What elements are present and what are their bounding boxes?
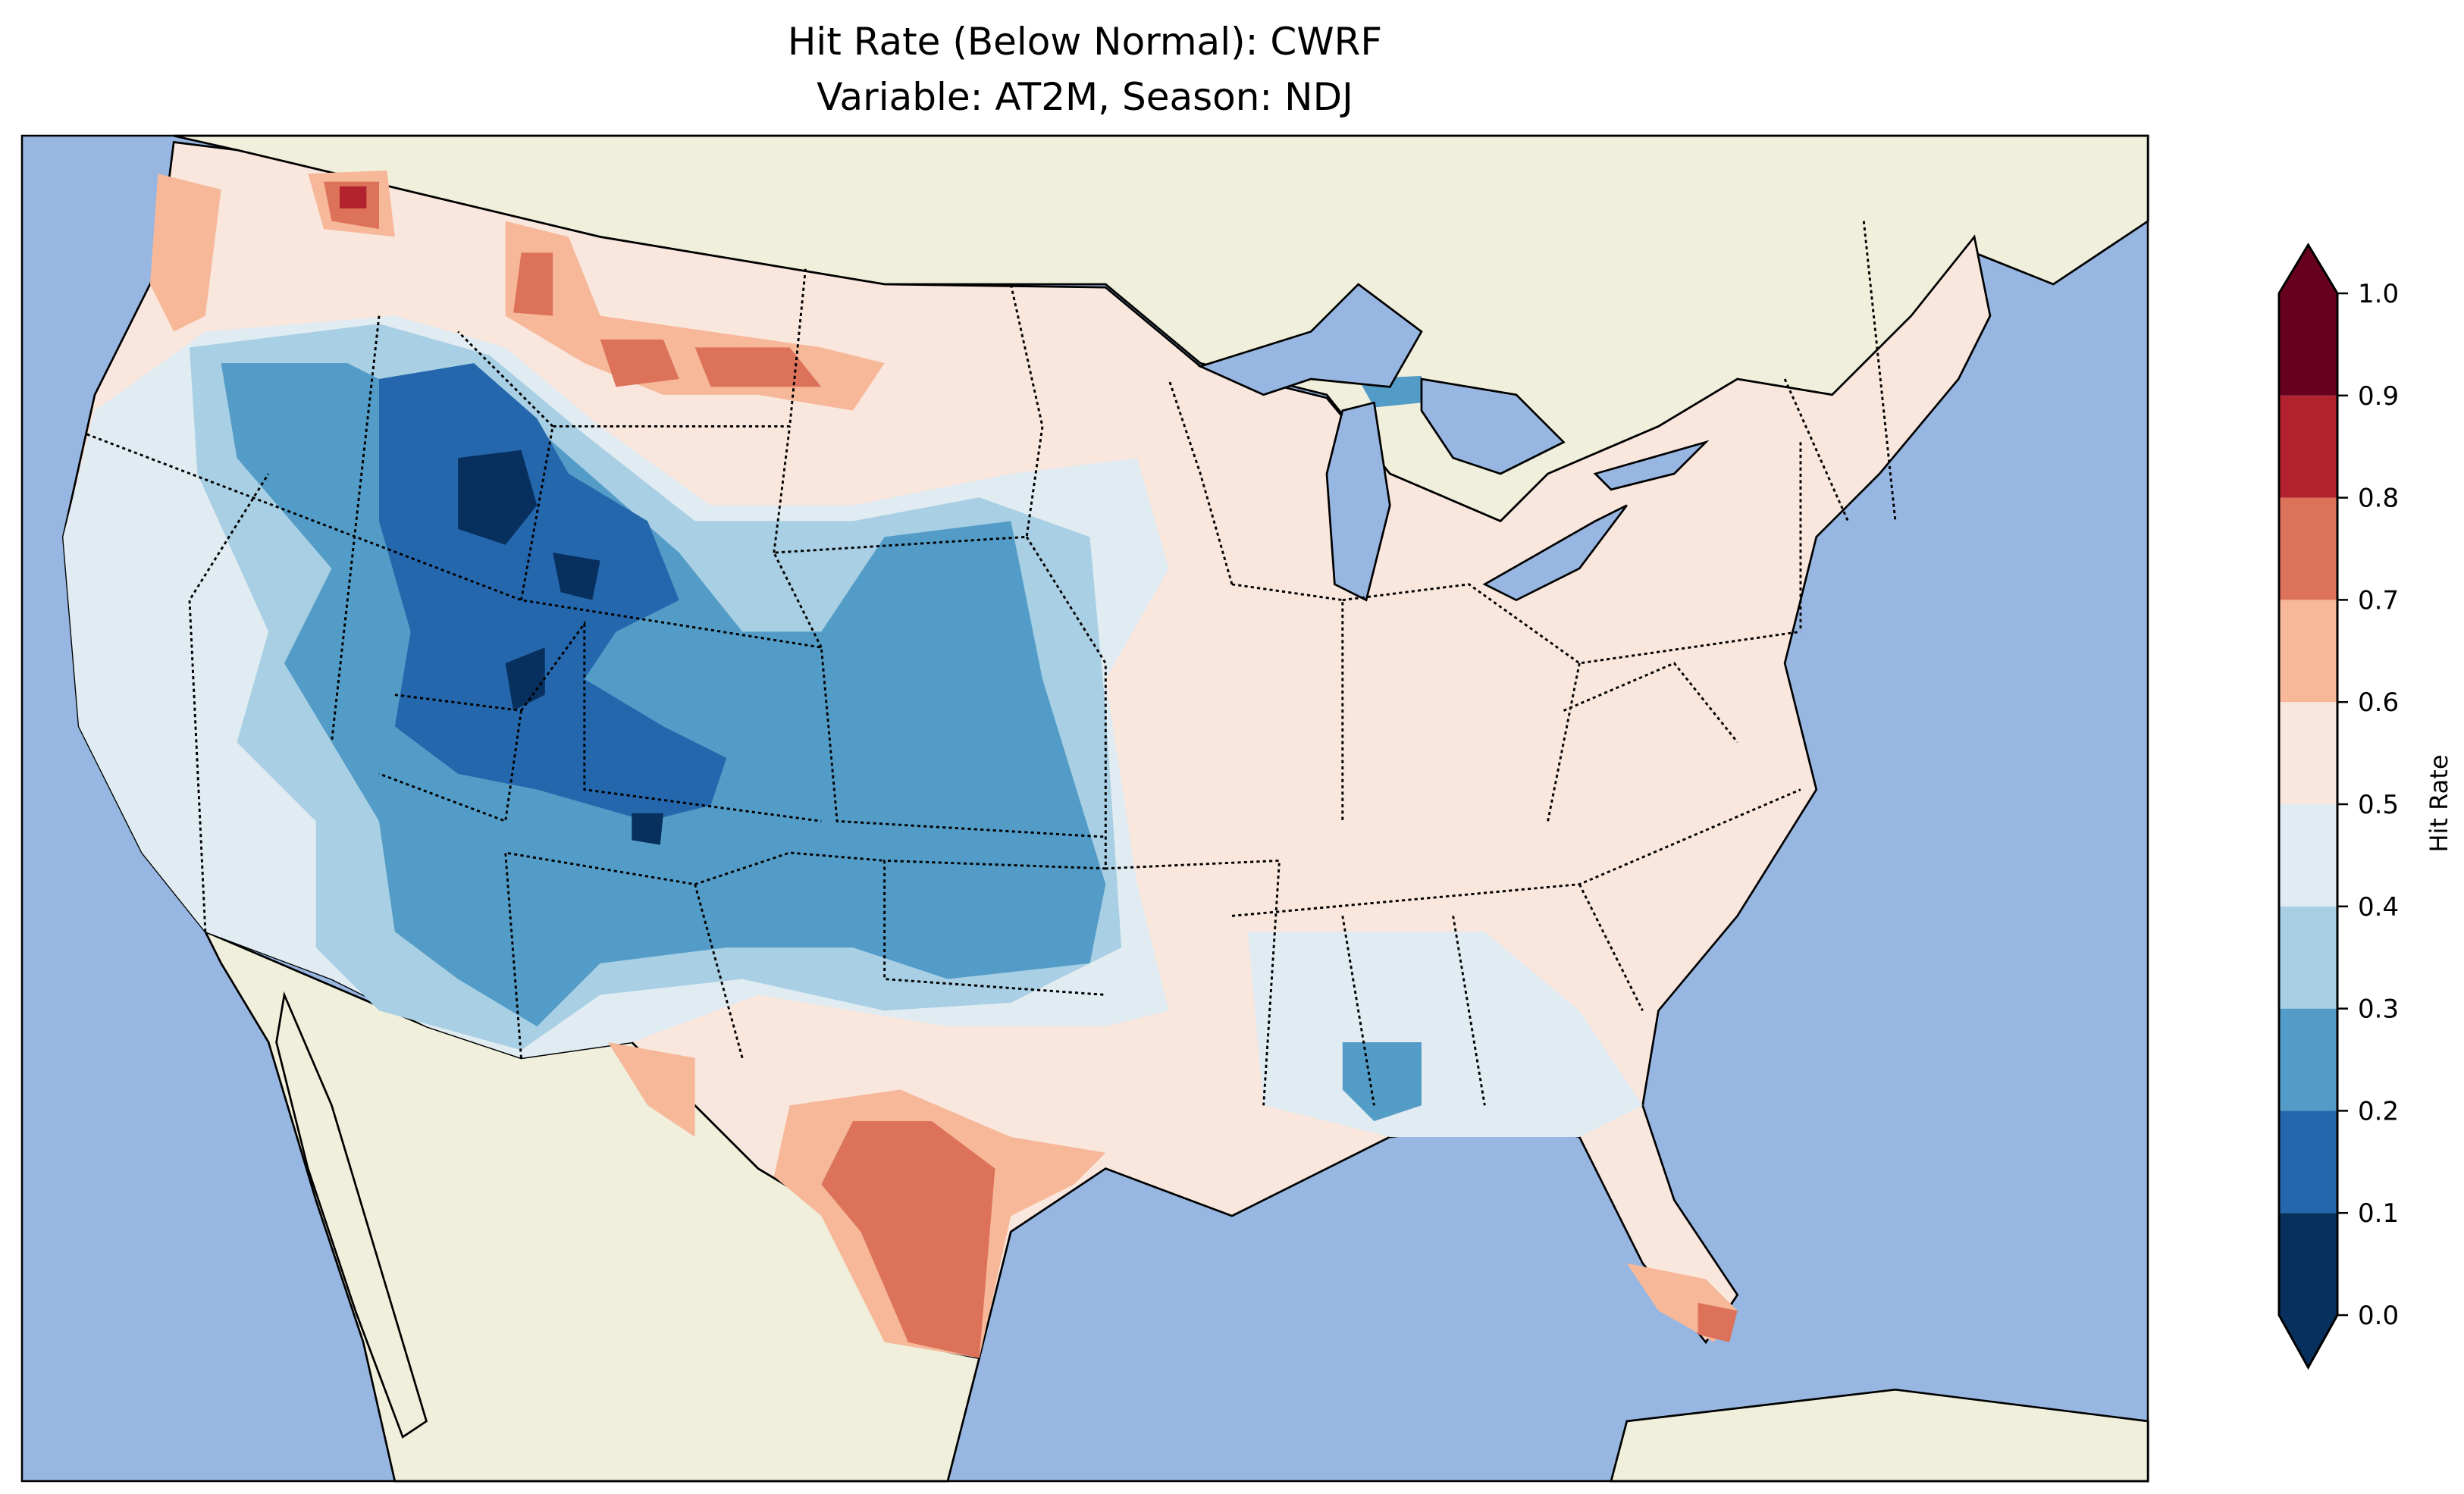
colorbar-bin [2279, 1213, 2337, 1315]
colorbar-extend-max [2279, 245, 2337, 293]
colorbar-extend-min [2279, 1315, 2337, 1367]
colorbar-bin [2279, 1008, 2337, 1111]
colorbar-tick-label: 0.5 [2358, 790, 2399, 820]
colorbar-tick-label: 0.6 [2358, 687, 2399, 718]
region-0.2-0.3-alabama [1342, 1041, 1422, 1122]
colorbar-bin [2279, 600, 2337, 703]
colorbar-bin [2279, 497, 2337, 600]
title-line-1: Hit Rate (Below Normal): CWRF [788, 20, 1382, 64]
baja-land [275, 991, 428, 1439]
region-0.8-0.9 [339, 186, 367, 208]
map-frame [20, 134, 2149, 1483]
colorbar-tick-label: 1.0 [2358, 279, 2399, 309]
state-borders [86, 221, 1897, 1106]
colorbar-bin [2279, 395, 2337, 498]
colorbar-tick-label: 0.1 [2358, 1198, 2399, 1229]
colorbar: 0.0 0.1 0.2 0.3 0.4 0.5 0.6 0.7 0.8 0.9 1.0 [2277, 243, 2399, 1370]
title-line-2: Variable: AT2M, Season: NDJ [817, 75, 1353, 119]
colorbar-tick-label: 0.0 [2358, 1301, 2399, 1331]
colorbar-tick-label: 0.9 [2358, 381, 2399, 412]
region-0.0-0.1 [458, 449, 663, 845]
colorbar-bin [2279, 1110, 2337, 1214]
map-axes [20, 134, 2149, 1483]
region-0.6-0.7 [149, 170, 1738, 1358]
colorbar-tick-label: 0.7 [2358, 585, 2399, 615]
colorbar-bin [2279, 293, 2337, 396]
colorbar-bin [2279, 804, 2337, 907]
colorbar-bin [2279, 906, 2337, 1009]
colorbar-tick-label: 0.4 [2358, 892, 2399, 922]
colorbar-bin [2279, 702, 2337, 804]
colorbar-label: Hit Rate [2425, 754, 2453, 852]
great-lakes [1197, 283, 1710, 602]
colorbar-tick-label: 0.8 [2358, 484, 2399, 514]
colorbar-tick-label: 0.2 [2358, 1096, 2399, 1126]
colorbar-tick-label: 0.3 [2358, 994, 2399, 1025]
